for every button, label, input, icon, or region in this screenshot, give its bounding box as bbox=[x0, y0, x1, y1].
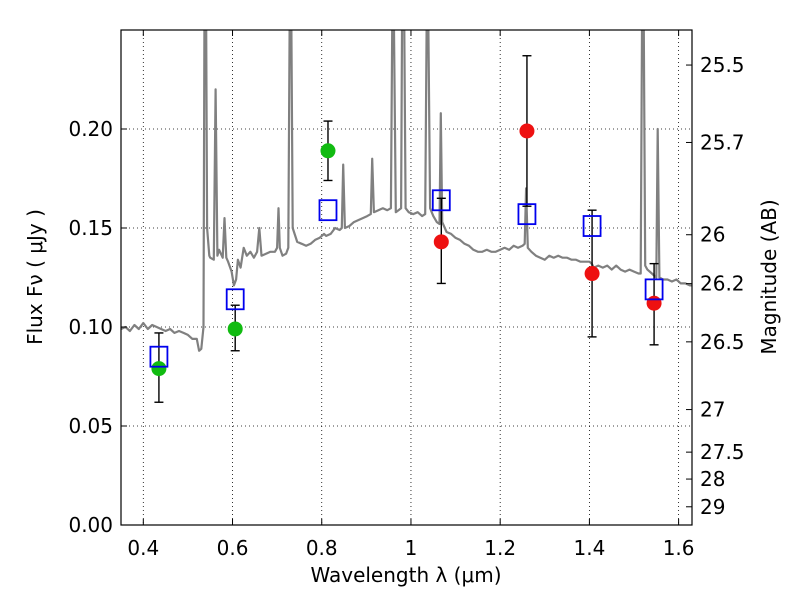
y-tick-label: 0.10 bbox=[68, 315, 113, 339]
right-tick-label: 27.5 bbox=[700, 440, 745, 464]
right-tick-label: 25.5 bbox=[700, 53, 745, 77]
model-flux-square bbox=[644, 278, 664, 301]
model-flux-square bbox=[225, 288, 245, 311]
x-tick-label: 1 bbox=[405, 536, 418, 560]
observed-flux-red-point bbox=[519, 123, 535, 139]
model-flux-square bbox=[149, 345, 169, 368]
observed-flux-green-point bbox=[151, 361, 167, 377]
right-tick-label: 28 bbox=[700, 467, 725, 491]
y-axis-title: Flux Fν ( μJy ) bbox=[23, 209, 47, 345]
x-tick-label: 0.8 bbox=[306, 536, 338, 560]
right-tick-label: 26.2 bbox=[700, 272, 745, 296]
model-flux-square bbox=[431, 189, 451, 212]
right-axis-title: Magnitude (AB) bbox=[757, 199, 781, 354]
model-flux-square bbox=[318, 199, 338, 222]
observed-flux-red-point bbox=[646, 295, 662, 311]
observed-flux-green-point bbox=[320, 143, 336, 159]
model-flux-square bbox=[517, 203, 537, 226]
right-tick-label: 26.5 bbox=[700, 330, 745, 354]
x-tick-label: 1.6 bbox=[663, 536, 695, 560]
data-markers bbox=[149, 55, 664, 403]
right-tick-label: 29 bbox=[700, 495, 725, 519]
y-tick-label: 0.00 bbox=[68, 513, 113, 537]
model-flux-square bbox=[582, 215, 602, 237]
y-tick-label: 0.20 bbox=[68, 117, 113, 141]
observed-flux-red-point bbox=[433, 234, 449, 250]
x-tick-label: 0.4 bbox=[127, 536, 159, 560]
observed-flux-red-point bbox=[584, 266, 600, 282]
right-tick-label: 26 bbox=[700, 223, 725, 247]
y-axis-ticks: 0.00 0.05 0.10 0.15 0.20 bbox=[68, 117, 127, 537]
grid-lines bbox=[121, 30, 692, 525]
y-tick-label: 0.05 bbox=[68, 414, 113, 438]
x-axis-title: Wavelength λ (μm) bbox=[310, 563, 501, 587]
observed-flux-green-point bbox=[227, 321, 243, 337]
x-tick-label: 0.6 bbox=[217, 536, 249, 560]
right-tick-label: 25.7 bbox=[700, 130, 745, 154]
y-tick-label: 0.15 bbox=[68, 216, 113, 240]
x-tick-label: 1.2 bbox=[484, 536, 516, 560]
x-tick-label: 1.4 bbox=[573, 536, 605, 560]
right-axis-ticks: 25.5 25.7 26 26.2 26.5 27 27.5 28 29 bbox=[686, 53, 745, 519]
plot-frame bbox=[120, 29, 693, 526]
x-axis-ticks: 0.4 0.6 0.8 1 1.2 1.4 1.6 bbox=[127, 30, 695, 560]
right-tick-label: 27 bbox=[700, 398, 725, 422]
